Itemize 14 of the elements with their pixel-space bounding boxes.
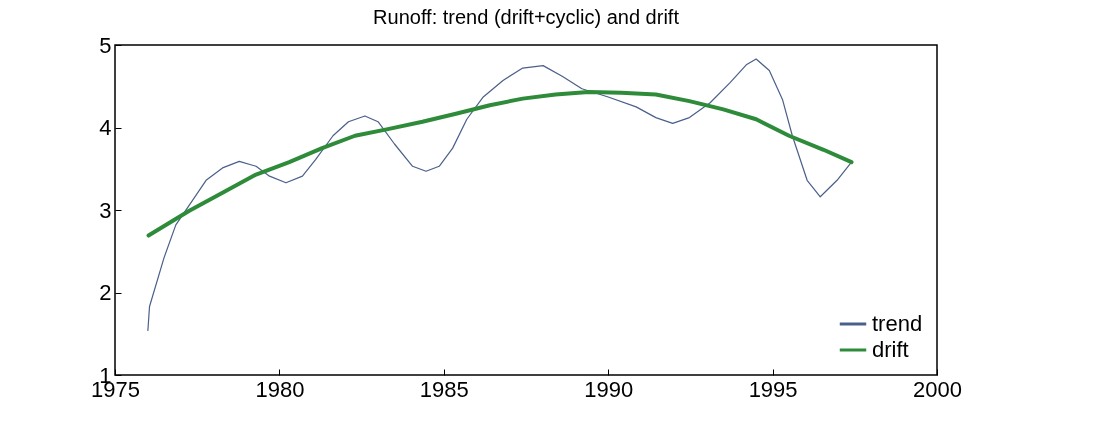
x-tick-label: 1990	[584, 376, 634, 402]
legend-label: drift	[872, 337, 909, 362]
line-series	[146, 90, 854, 238]
y-tick-label: 4	[99, 115, 112, 140]
x-tick-label: 1995	[748, 376, 798, 402]
legend-label: trend	[872, 311, 923, 336]
y-tick-label: 2	[99, 280, 112, 305]
y-tick-label: 3	[99, 197, 112, 223]
chart-title: Runoff: trend (drift+cyclic) and drift	[373, 6, 680, 28]
y-tick-label: 5	[99, 32, 112, 58]
x-tick-label: 1980	[255, 376, 305, 402]
x-tick-label: 2000	[913, 376, 962, 402]
x-tick-label: 1985	[419, 376, 469, 402]
line-series	[147, 58, 853, 332]
